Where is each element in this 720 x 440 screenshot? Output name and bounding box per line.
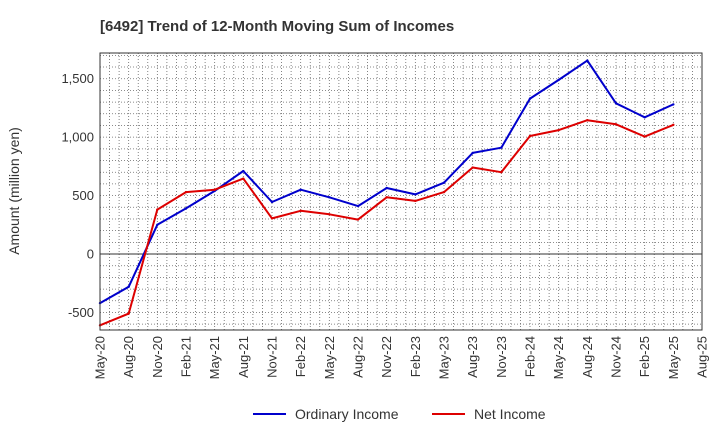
x-tick-label: Feb-22 [293, 336, 308, 377]
data-point-ordinary-income [356, 204, 360, 208]
data-point-ordinary-income [127, 285, 130, 288]
data-point-net-income [184, 190, 188, 194]
data-point-ordinary-income [528, 97, 532, 100]
y-tick-labels: -500 0 500 1,000 1,500 [61, 71, 94, 320]
data-point-ordinary-income [242, 169, 245, 173]
x-tick-labels: May-20 Aug-20 Nov-20 Feb-21 May-21 Aug-21 Nov-… [93, 336, 710, 379]
data-point-ordinary-income [414, 193, 417, 196]
x-tick-label: Nov-24 [609, 336, 624, 378]
x-tick-label: Aug-22 [351, 336, 366, 378]
data-point-net-income [557, 128, 560, 132]
data-point-net-income [213, 188, 216, 191]
data-point-ordinary-income [643, 116, 646, 119]
data-point-ordinary-income [471, 151, 474, 155]
x-tick-label: May-23 [437, 336, 452, 379]
data-point-net-income [414, 199, 417, 203]
x-tick-label: May-25 [666, 336, 681, 379]
data-point-net-income [356, 218, 360, 221]
data-point-net-income [442, 190, 446, 194]
legend-label-net-income: Net Income [474, 406, 546, 422]
x-tick-label: Aug-24 [580, 336, 595, 378]
x-tick-label: Nov-21 [265, 336, 280, 378]
data-point-net-income [528, 134, 532, 138]
x-tick-label: Feb-23 [408, 336, 423, 377]
data-point-net-income [643, 135, 646, 138]
data-point-ordinary-income [672, 103, 675, 106]
data-point-net-income [328, 213, 331, 216]
data-point-net-income [299, 209, 302, 212]
data-point-ordinary-income [299, 188, 302, 191]
data-point-net-income [127, 312, 130, 315]
data-point-ordinary-income [156, 223, 159, 227]
data-point-net-income [500, 171, 503, 174]
data-point-net-income [242, 177, 245, 180]
data-point-net-income [156, 208, 159, 211]
data-point-ordinary-income [270, 200, 274, 204]
x-tick-label: Nov-20 [150, 336, 165, 378]
data-point-ordinary-income [557, 78, 560, 82]
data-point-ordinary-income [586, 59, 589, 62]
x-tick-label: Aug-20 [121, 336, 136, 378]
data-point-ordinary-income [385, 186, 388, 190]
data-point-net-income [586, 119, 589, 122]
x-tick-label: May-24 [551, 336, 566, 379]
data-point-ordinary-income [442, 181, 446, 184]
x-tick-label: Nov-22 [379, 336, 394, 378]
x-tick-label: Nov-23 [494, 336, 509, 378]
data-point-net-income [672, 123, 675, 127]
plot-frame [99, 52, 703, 331]
data-point-ordinary-income [328, 196, 331, 199]
data-point-ordinary-income [184, 207, 188, 210]
legend-label-ordinary-income: Ordinary Income [295, 406, 399, 422]
legend: Ordinary Income Net Income [253, 406, 546, 422]
data-point-net-income [614, 123, 618, 126]
x-tick-label: Feb-21 [179, 336, 194, 377]
data-point-net-income [471, 166, 474, 169]
x-tick-label: Aug-21 [236, 336, 251, 378]
x-tick-label: Feb-24 [523, 336, 538, 377]
data-point-ordinary-income [614, 102, 618, 105]
x-tick-label: Aug-25 [695, 336, 710, 378]
y-axis-label: Amount (million yen) [6, 127, 22, 255]
x-tick-label: May-20 [93, 336, 108, 379]
x-tick-label: Aug-23 [465, 336, 480, 378]
y-tick-label: 1,500 [61, 71, 94, 86]
x-tick-label: May-22 [322, 336, 337, 379]
chart-title: [6492] Trend of 12-Month Moving Sum of I… [100, 18, 454, 35]
data-point-net-income [385, 196, 388, 199]
y-tick-label: 500 [72, 188, 94, 203]
data-point-net-income [270, 217, 274, 220]
series-group [98, 59, 675, 327]
x-tick-label: Feb-25 [637, 336, 652, 377]
y-tick-label: -500 [68, 305, 94, 320]
y-tick-label: 1,000 [61, 130, 94, 145]
x-tick-label: May-21 [207, 336, 222, 379]
y-tick-label: 0 [87, 247, 94, 262]
data-point-ordinary-income [500, 146, 503, 149]
